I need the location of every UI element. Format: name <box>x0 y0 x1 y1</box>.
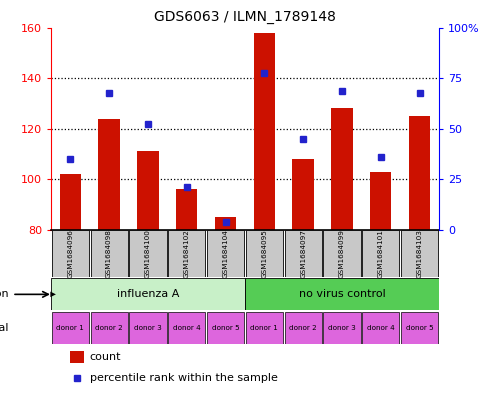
Bar <box>168 312 205 343</box>
Bar <box>292 159 313 230</box>
Bar <box>323 230 360 277</box>
Text: percentile rank within the sample: percentile rank within the sample <box>90 373 277 383</box>
Text: influenza A: influenza A <box>117 289 179 299</box>
Bar <box>253 33 274 230</box>
Bar <box>168 230 205 277</box>
Text: GSM1684098: GSM1684098 <box>106 229 112 278</box>
Bar <box>284 312 321 343</box>
Bar <box>323 312 360 343</box>
Bar <box>400 230 437 277</box>
Bar <box>129 230 166 277</box>
Bar <box>52 312 89 343</box>
Bar <box>70 351 84 363</box>
Text: donor 4: donor 4 <box>172 325 200 331</box>
Text: count: count <box>90 352 121 362</box>
Bar <box>207 230 243 277</box>
Bar <box>284 230 321 277</box>
Text: donor 1: donor 1 <box>56 325 84 331</box>
Text: donor 1: donor 1 <box>250 325 278 331</box>
Text: GSM1684097: GSM1684097 <box>300 229 305 278</box>
Bar <box>214 217 236 230</box>
Bar <box>52 230 89 277</box>
Bar <box>51 278 244 310</box>
Bar <box>369 172 391 230</box>
Bar <box>362 230 398 277</box>
Text: GSM1684101: GSM1684101 <box>377 229 383 278</box>
Title: GDS6063 / ILMN_1789148: GDS6063 / ILMN_1789148 <box>153 10 335 24</box>
Text: donor 5: donor 5 <box>211 325 239 331</box>
Text: no virus control: no virus control <box>298 289 384 299</box>
Bar <box>60 174 81 230</box>
Bar <box>331 108 352 230</box>
Bar <box>176 189 197 230</box>
Text: GSM1684103: GSM1684103 <box>416 229 422 278</box>
Bar <box>408 116 429 230</box>
Bar <box>129 312 166 343</box>
Text: donor 2: donor 2 <box>288 325 317 331</box>
Text: GSM1684104: GSM1684104 <box>222 229 228 278</box>
Text: donor 3: donor 3 <box>327 325 355 331</box>
Bar <box>137 151 158 230</box>
Text: GSM1684102: GSM1684102 <box>183 229 189 278</box>
Text: donor 2: donor 2 <box>95 325 123 331</box>
Text: GSM1684095: GSM1684095 <box>261 229 267 278</box>
Text: donor 5: donor 5 <box>405 325 433 331</box>
Bar <box>207 312 243 343</box>
Text: GSM1684099: GSM1684099 <box>338 229 344 278</box>
Text: donor 3: donor 3 <box>134 325 162 331</box>
Bar <box>245 312 282 343</box>
Bar <box>245 230 282 277</box>
Bar <box>400 312 437 343</box>
Text: individual: individual <box>0 323 8 333</box>
Bar <box>91 312 127 343</box>
Text: GSM1684100: GSM1684100 <box>145 229 151 278</box>
Bar <box>244 278 438 310</box>
Bar <box>98 119 120 230</box>
Bar <box>362 312 398 343</box>
Text: infection: infection <box>0 289 8 299</box>
Text: GSM1684096: GSM1684096 <box>67 229 73 278</box>
Text: donor 4: donor 4 <box>366 325 394 331</box>
Bar <box>91 230 127 277</box>
